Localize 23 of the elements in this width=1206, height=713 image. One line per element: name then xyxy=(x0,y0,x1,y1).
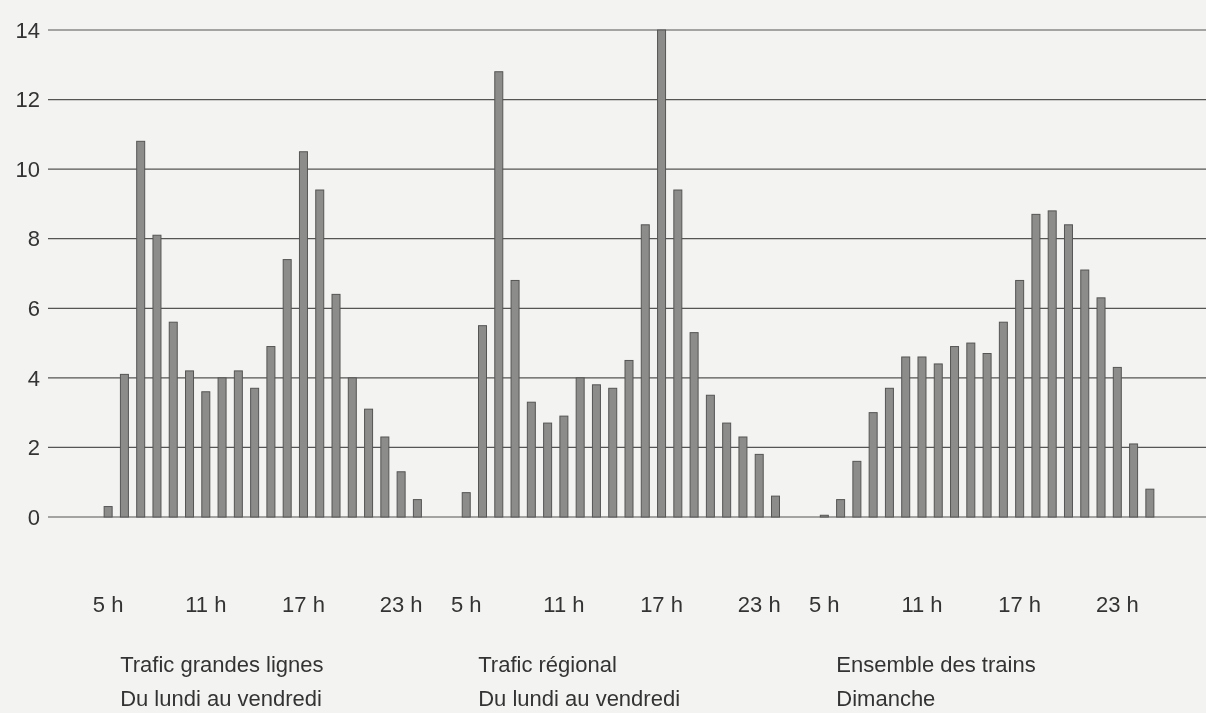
y-tick-label: 6 xyxy=(27,295,40,321)
x-tick-label: 17 h xyxy=(998,592,1042,617)
x-tick-label: 17 h xyxy=(282,592,325,617)
text: Trafic grandes lignes Du lundi au vendredi xyxy=(120,652,324,711)
x-tick-label: 11 h xyxy=(901,592,943,617)
x-tick-label: 5 h xyxy=(92,592,124,617)
y-tick-label: 2 xyxy=(27,435,40,461)
y-tick-label: 4 xyxy=(27,365,40,391)
x-tick-label: 11 h xyxy=(185,592,227,617)
text: Trafic régional Du lundi au vendredi xyxy=(478,652,681,711)
text: Ensemble des trains Dimanche xyxy=(836,652,1036,711)
x-tick-label: 17 h xyxy=(640,592,683,617)
x-tick-label: 23 h xyxy=(737,592,781,617)
y-tick-label: 8 xyxy=(27,226,40,252)
x-tick-label: 5 h xyxy=(809,592,840,617)
x-tick-label: 11 h xyxy=(543,592,585,617)
y-tick-label: 14 xyxy=(15,17,40,43)
x-tick-label: 23 h xyxy=(1095,592,1139,617)
y-tick-label: 0 xyxy=(27,504,40,530)
y-tick-label: 10 xyxy=(15,156,40,182)
x-tick-label: 5 h xyxy=(450,592,482,617)
y-tick-label: 12 xyxy=(15,87,40,113)
x-tick-label: 23 h xyxy=(379,592,423,617)
